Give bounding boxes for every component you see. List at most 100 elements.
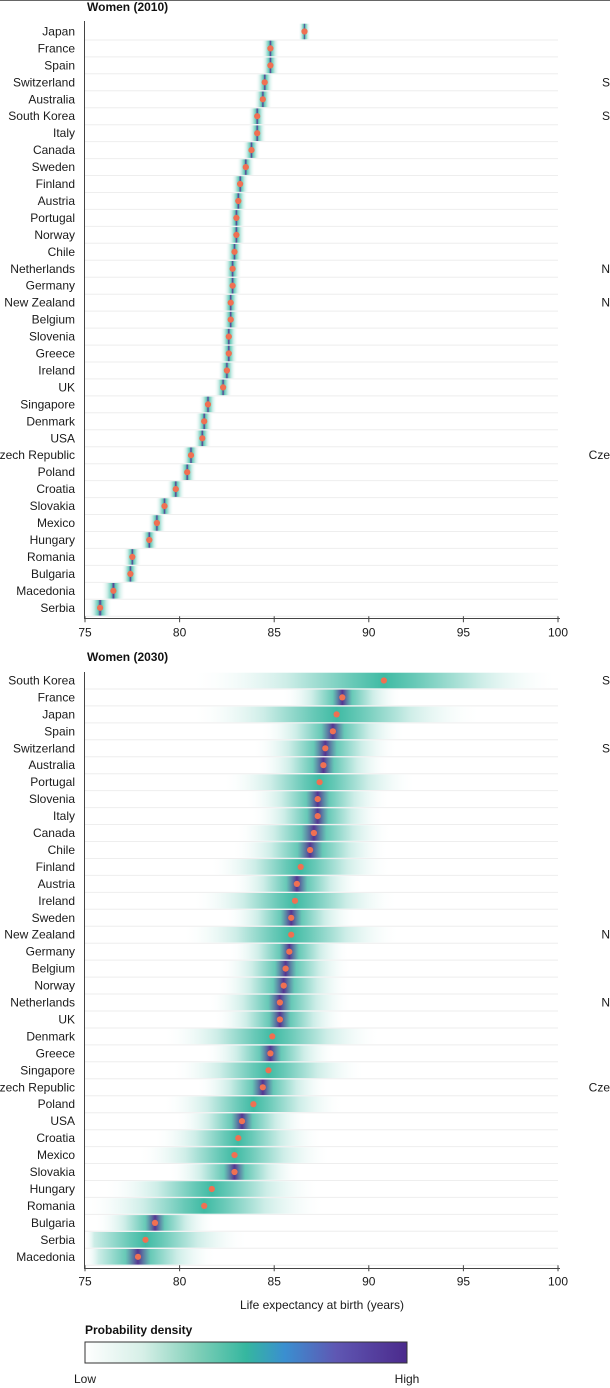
point-estimate	[259, 96, 266, 103]
p1-row-poland: Poland	[38, 464, 558, 482]
p2-row-czech-republic: Czech Republic Cze	[0, 1079, 610, 1097]
p1-row-italy: Italy	[53, 125, 558, 143]
p1-row-new-zealand: New Zealand N	[4, 294, 610, 312]
p2-row-uk: UK	[58, 1011, 558, 1029]
point-estimate	[380, 677, 387, 684]
cut-off-label: S	[602, 75, 610, 89]
point-estimate	[248, 147, 255, 154]
point-estimate	[254, 113, 261, 120]
point-estimate	[184, 469, 191, 476]
legend-title: Probability density	[85, 1323, 193, 1337]
point-estimate	[310, 829, 317, 837]
point-estimate	[314, 813, 321, 820]
p1-row-mexico: Mexico	[37, 515, 558, 532]
point-estimate	[187, 452, 195, 459]
panel-women-2010: Women (2010) Japan France Spain Switzerland…	[0, 0, 610, 639]
country-label: Germany	[26, 945, 75, 959]
country-label: Mexico	[37, 516, 75, 530]
point-estimate	[235, 1135, 242, 1142]
point-estimate	[269, 1033, 276, 1040]
p2-row-japan: Japan	[42, 706, 558, 724]
point-estimate	[291, 897, 299, 904]
country-label: Singapore	[20, 397, 75, 411]
legend-low-label: Low	[74, 1372, 96, 1386]
point-estimate	[250, 1101, 257, 1108]
point-estimate	[134, 1253, 142, 1260]
point-estimate	[297, 863, 304, 871]
p2-row-austria: Austria	[38, 876, 558, 893]
country-label: Japan	[42, 707, 75, 721]
point-estimate	[110, 587, 117, 594]
country-label: Portugal	[30, 211, 75, 225]
p2-row-new-zealand: New Zealand N	[4, 926, 610, 944]
country-label: Greece	[36, 347, 76, 361]
point-estimate	[288, 914, 295, 921]
point-estimate	[242, 164, 249, 171]
point-estimate	[237, 180, 244, 188]
country-label: Germany	[26, 279, 75, 293]
p2-row-spain: Spain	[44, 723, 558, 741]
point-estimate	[229, 265, 236, 272]
point-estimate	[333, 711, 340, 718]
p2-row-sweden: Sweden	[32, 910, 558, 927]
p1-row-greece: Greece	[36, 345, 558, 363]
country-label: Spain	[44, 724, 75, 738]
p1-row-serbia: Serbia	[40, 600, 558, 617]
point-estimate	[254, 130, 261, 137]
p2-row-norway: Norway	[34, 977, 558, 995]
point-estimate	[293, 880, 300, 888]
cut-off-label: N	[601, 296, 610, 310]
cut-off-label: S	[602, 674, 610, 688]
p1-row-czech-republic: Czech Republic Cze	[0, 447, 610, 465]
point-estimate	[307, 846, 314, 854]
point-estimate	[229, 282, 236, 289]
point-estimate	[227, 299, 234, 306]
country-label: New Zealand	[4, 928, 75, 942]
point-estimate	[146, 536, 153, 544]
country-label: Denmark	[26, 1029, 76, 1043]
p2-row-greece: Greece	[36, 1045, 558, 1063]
country-label: Norway	[34, 228, 75, 242]
cut-off-label: S	[602, 741, 610, 755]
country-label: Hungary	[30, 533, 75, 547]
p1-row-spain: Spain	[44, 57, 558, 75]
country-label: Spain	[44, 58, 75, 72]
point-estimate	[201, 1202, 208, 1209]
p1-row-ireland: Ireland	[38, 362, 558, 380]
tick-label: 80	[173, 1274, 187, 1288]
country-label: Macedonia	[16, 1250, 75, 1264]
country-label: France	[38, 690, 76, 704]
p2-tick-95: 95	[457, 1265, 470, 1288]
country-label: Romania	[27, 550, 75, 564]
country-label: Serbia	[40, 601, 75, 615]
p2-row-south-korea: South Korea S	[8, 672, 610, 690]
country-label: Canada	[33, 143, 75, 157]
country-label: France	[38, 41, 76, 55]
p2-row-belgium: Belgium	[32, 960, 558, 978]
country-label: Sweden	[32, 160, 75, 174]
country-label: Czech Republic	[0, 1080, 75, 1094]
point-estimate	[161, 503, 168, 510]
p2-tick-80: 80	[173, 1265, 187, 1288]
p2-tick-90: 90	[362, 1265, 376, 1288]
tick-label: 85	[268, 625, 282, 639]
country-label: Bulgaria	[31, 1216, 75, 1230]
point-estimate	[199, 435, 206, 442]
density-band	[190, 672, 558, 689]
country-label: Mexico	[37, 1148, 75, 1162]
tick-label: 100	[548, 1274, 568, 1288]
country-label: Netherlands	[10, 262, 75, 276]
point-estimate	[282, 965, 289, 972]
country-label: New Zealand	[4, 296, 75, 310]
p2-row-serbia: Serbia	[40, 1232, 558, 1249]
p2-row-hungary: Hungary	[30, 1181, 558, 1198]
point-estimate	[231, 1152, 238, 1159]
point-estimate	[231, 248, 238, 255]
p2-row-bulgaria: Bulgaria	[31, 1215, 558, 1232]
country-label: Ireland	[38, 364, 75, 378]
country-label: Portugal	[30, 775, 75, 789]
country-label: Poland	[38, 1097, 75, 1111]
country-label: Slovakia	[30, 1165, 76, 1179]
country-label: Bulgaria	[31, 567, 75, 581]
point-estimate	[267, 62, 274, 69]
